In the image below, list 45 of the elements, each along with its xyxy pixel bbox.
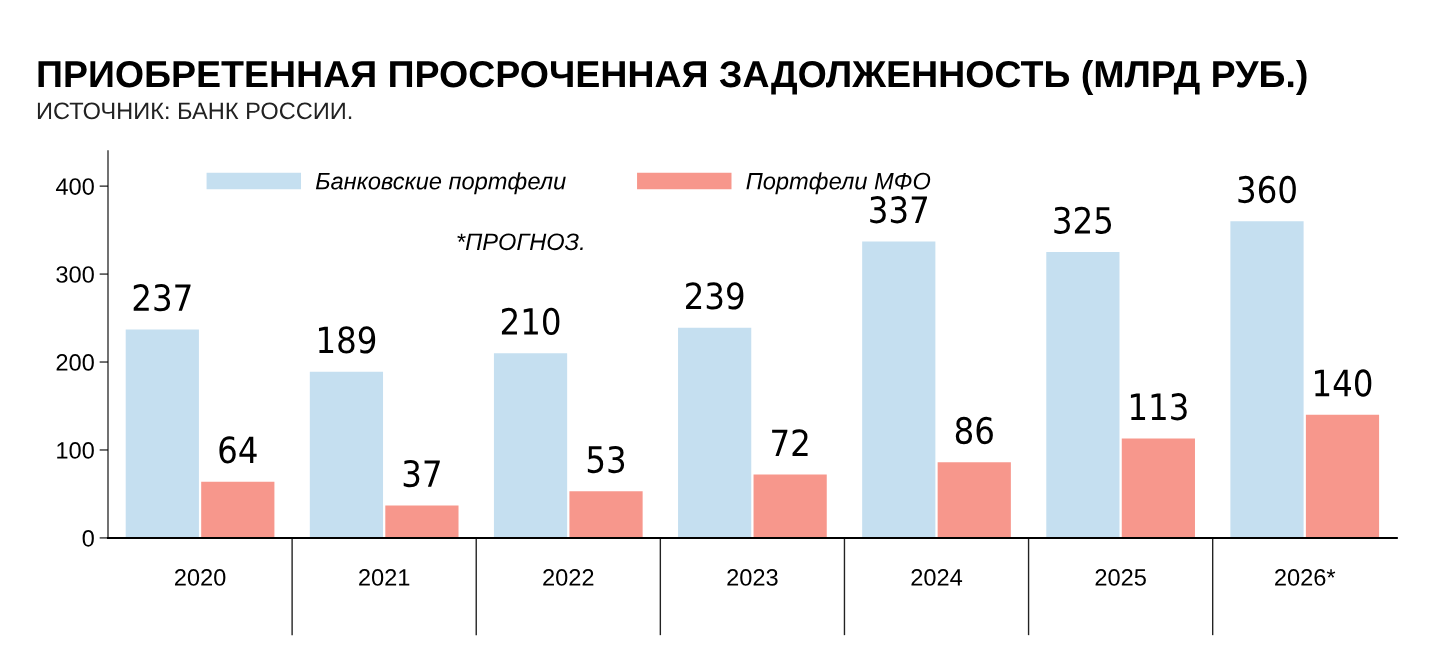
y-tick-label: 100 bbox=[57, 442, 94, 459]
legend-label: Портфели МФО bbox=[746, 172, 931, 195]
bar bbox=[1046, 252, 1120, 538]
chart-subtitle: ИСТОЧНИК: БАНК РОССИИ. bbox=[37, 102, 352, 120]
bar bbox=[1305, 414, 1380, 538]
bar bbox=[569, 491, 643, 538]
data-label: 64 bbox=[219, 436, 257, 464]
data-label: 53 bbox=[587, 445, 625, 474]
data-label: 140 bbox=[1315, 369, 1372, 397]
bar bbox=[1230, 221, 1304, 538]
bar bbox=[493, 353, 568, 538]
y-tick-label: 0 bbox=[82, 530, 94, 547]
data-label: 113 bbox=[1130, 393, 1187, 421]
x-tick-label: 2022 bbox=[543, 569, 594, 586]
data-label: 210 bbox=[501, 307, 560, 336]
x-tick-label: 2024 bbox=[911, 569, 963, 586]
x-tick-label: 2026* bbox=[1275, 569, 1336, 586]
x-tick-label: 2023 bbox=[727, 569, 778, 586]
bar bbox=[309, 371, 384, 538]
x-tick-label: 2020 bbox=[174, 569, 226, 586]
data-label: 72 bbox=[772, 429, 808, 456]
y-tick-label: 300 bbox=[56, 266, 94, 283]
data-label: 239 bbox=[686, 282, 744, 310]
x-tick-label: 2021 bbox=[359, 569, 410, 586]
data-label: 360 bbox=[1238, 175, 1296, 204]
bar bbox=[125, 329, 199, 538]
legend-label: Банковские портфели bbox=[315, 172, 566, 195]
bar bbox=[678, 327, 752, 538]
bar bbox=[937, 462, 1011, 538]
chart-title: ПРИОБРЕТЕННАЯ ПРОСРОЧЕННАЯ ЗАДОЛЖЕННОСТЬ (МЛРД РУБ.) bbox=[38, 59, 1307, 95]
annotation: *ПРОГНОЗ. bbox=[457, 233, 583, 251]
x-tick-label: 2025 bbox=[1095, 569, 1146, 586]
bar bbox=[201, 481, 275, 538]
data-label: 189 bbox=[318, 326, 376, 354]
bar bbox=[862, 241, 936, 538]
bar bbox=[753, 474, 827, 538]
y-tick-label: 400 bbox=[55, 178, 94, 195]
bar bbox=[1121, 438, 1195, 538]
bar bbox=[385, 505, 459, 538]
data-label: 237 bbox=[133, 284, 191, 312]
data-label: 86 bbox=[955, 416, 993, 445]
data-label: 337 bbox=[870, 196, 927, 224]
data-label: 37 bbox=[403, 459, 440, 488]
data-label: 325 bbox=[1054, 206, 1112, 234]
y-tick-label: 200 bbox=[56, 354, 94, 371]
